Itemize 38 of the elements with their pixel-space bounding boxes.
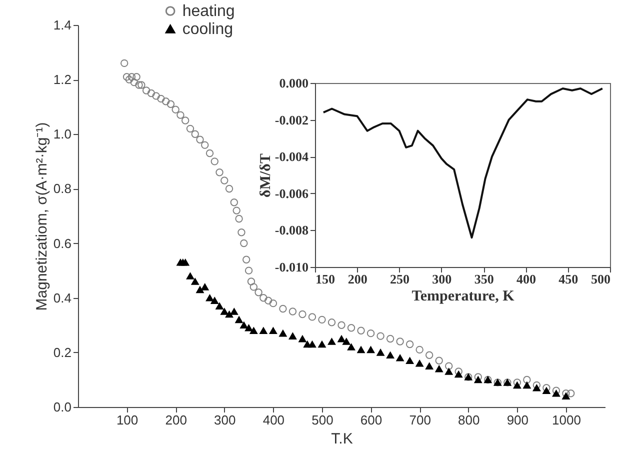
y-tick-label: 0.000 [279, 76, 308, 90]
y-tick-label: -0.010 [274, 260, 308, 274]
x-tick-label: 700 [409, 412, 431, 428]
x-tick-label: 500 [591, 272, 610, 286]
y-tick-label: -0.008 [274, 222, 309, 238]
x-tick-label: 100 [116, 412, 138, 428]
x-tick-label: 200 [165, 412, 187, 428]
y-tick-label: -0.006 [274, 186, 309, 201]
x-tick-label: 400 [516, 272, 536, 286]
x-axis-title: Temperature, K [412, 288, 515, 304]
legend-label: cooling [182, 21, 234, 38]
y-tick-label: -0.002 [274, 112, 308, 128]
legend-label: heating [182, 3, 235, 20]
y-tick-label: 1.4 [53, 18, 72, 32]
x-tick-label: 150 [316, 272, 335, 286]
x-tick-label: 450 [558, 272, 578, 286]
x-tick-label: 600 [360, 412, 382, 428]
x-tick-label: 300 [214, 412, 236, 428]
y-tick-label: -0.004 [274, 149, 309, 164]
y-tick-label: 0.4 [53, 290, 72, 306]
x-axis-title: T.K [331, 430, 353, 448]
y-tick-label: 0.6 [53, 236, 72, 251]
x-tick-label: 250 [390, 272, 410, 286]
x-tick-label: 900 [506, 412, 529, 428]
x-tick-label: 300 [432, 272, 452, 286]
x-tick-label: 400 [262, 412, 285, 428]
x-tick-label: 200 [348, 272, 368, 286]
x-tick-label: 350 [474, 272, 494, 286]
y-tick-label: 0.0 [53, 400, 72, 414]
y-tick-label: 0.2 [53, 344, 72, 360]
x-tick-label: 1000 [552, 412, 581, 428]
x-tick-label: 800 [458, 412, 480, 428]
y-tick-label: 0.8 [53, 181, 72, 196]
x-tick-label: 500 [312, 412, 334, 428]
y-tick-label: 1.2 [53, 72, 72, 88]
y-axis-title: Magnetizatiom, σ(A·m²·kg⁻¹) [33, 122, 50, 311]
y-axis-title: δM/δT [258, 154, 274, 198]
y-tick-label: 1.0 [53, 126, 72, 142]
